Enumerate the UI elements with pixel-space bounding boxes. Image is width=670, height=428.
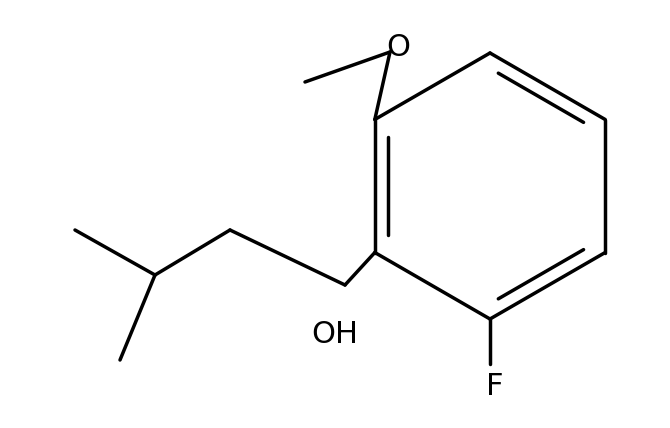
- Text: O: O: [386, 33, 410, 62]
- Text: F: F: [486, 372, 504, 401]
- Text: OH: OH: [312, 320, 358, 349]
